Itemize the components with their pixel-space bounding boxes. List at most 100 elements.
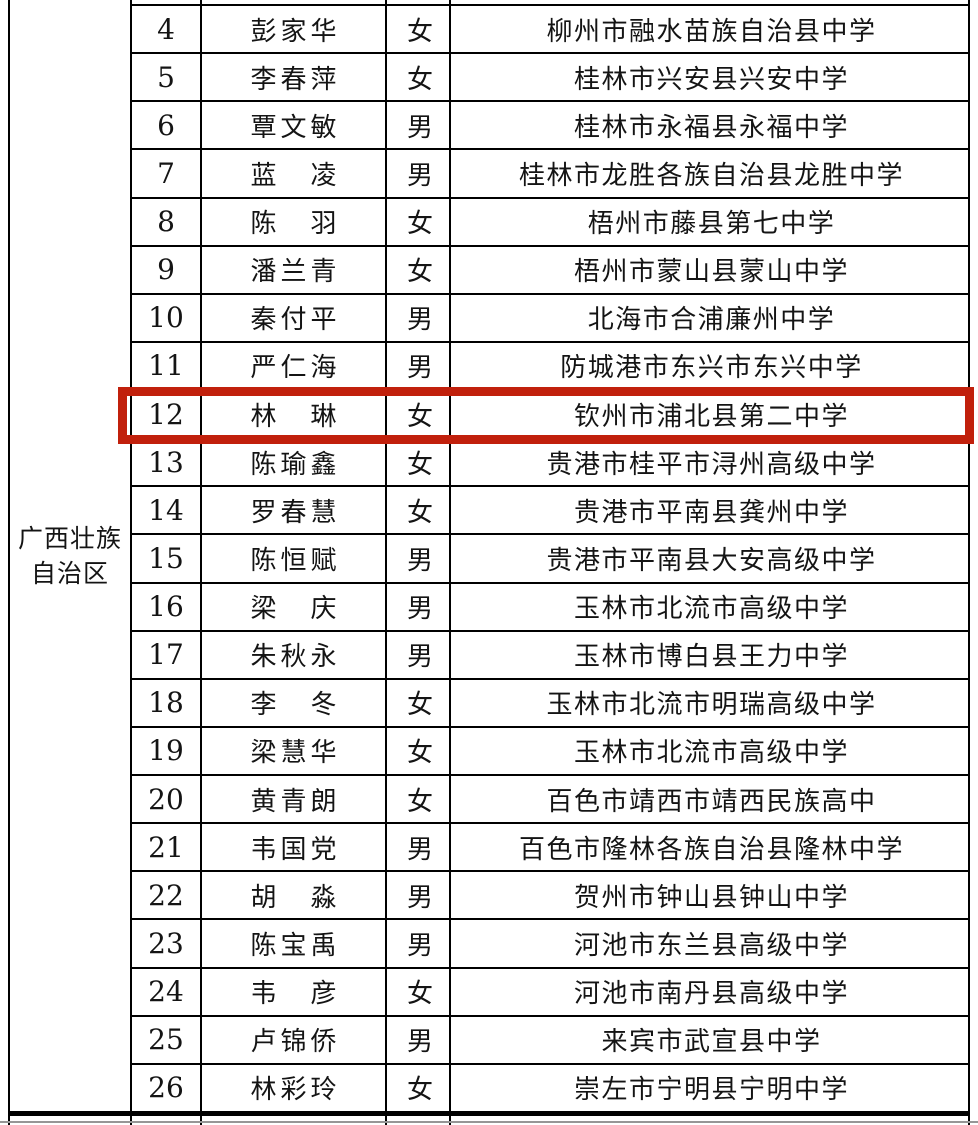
row-number-cell: 23: [132, 920, 202, 967]
gender-cell: 男: [387, 342, 451, 389]
gender-cell: 女: [387, 439, 451, 486]
gender-cell: [387, 0, 451, 4]
school-cell: 来宾市武宣县中学: [451, 1016, 970, 1063]
row-number-cell: 14: [132, 487, 202, 534]
school-cell: 玉林市北流市高级中学: [451, 727, 970, 774]
row-number-cell: 19: [132, 727, 202, 774]
table-row: 26 林彩玲 女 崇左市宁明县宁明中学: [132, 1064, 970, 1111]
row-number-cell: 9: [132, 246, 202, 293]
table-row: 5 李春萍 女 桂林市兴安县兴安中学: [132, 54, 970, 103]
table-row: 23 陈宝禹 男 河池市东兰县高级中学: [132, 920, 970, 969]
table-row: 25 卢锦侨 男 来宾市武宣县中学: [132, 1016, 970, 1065]
table-row: 8 陈 羽 女 梧州市藤县第七中学: [132, 198, 970, 247]
previous-row-sliver: [132, 0, 970, 6]
school-cell: 钦州市浦北县第二中学: [451, 391, 970, 438]
row-number-cell: 6: [132, 102, 202, 149]
name-cell: 李 冬: [202, 679, 387, 726]
section-divider: [8, 1111, 970, 1116]
gender-cell: 男: [387, 631, 451, 678]
school-cell: 贵港市平南县龚州中学: [451, 487, 970, 534]
name-cell: 卢锦侨: [202, 1016, 387, 1063]
gender-cell: 女: [387, 6, 451, 53]
school-cell: 河池市东兰县高级中学: [451, 920, 970, 967]
gender-cell: 男: [387, 872, 451, 919]
table-row: 12 林 琳 女 钦州市浦北县第二中学: [132, 391, 970, 440]
school-cell: 北海市合浦廉州中学: [451, 294, 970, 341]
name-cell: 李春萍: [202, 54, 387, 101]
row-number-cell: 22: [132, 872, 202, 919]
gender-cell: [387, 1116, 451, 1125]
name-cell: 梁 庆: [202, 583, 387, 630]
name-cell: 罗春慧: [202, 487, 387, 534]
table-row: 13 陈瑜鑫 女 贵港市桂平市浔州高级中学: [132, 439, 970, 488]
gender-cell: 女: [387, 968, 451, 1015]
table-main-columns: 4 彭家华 女 柳州市融水苗族自治县中学 5 李春萍 女 桂林市兴安县兴安中学 …: [132, 0, 970, 1111]
school-cell: [451, 0, 970, 4]
row-number-cell: 24: [132, 968, 202, 1015]
name-cell: 秦付平: [202, 294, 387, 341]
school-cell: 河池市南丹县高级中学: [451, 968, 970, 1015]
school-cell: 崇左市宁明县宁明中学: [451, 1064, 970, 1111]
table-row: 9 潘兰青 女 梧州市蒙山县蒙山中学: [132, 246, 970, 295]
gender-cell: 男: [387, 824, 451, 871]
gender-cell: 女: [387, 391, 451, 438]
school-cell: 贵港市平南县大安高级中学: [451, 535, 970, 582]
name-cell: 林彩玲: [202, 1064, 387, 1111]
name-cell: 彭家华: [202, 6, 387, 53]
gender-cell: 男: [387, 1016, 451, 1063]
table-row: 6 覃文敏 男 桂林市永福县永福中学: [132, 102, 970, 151]
name-cell: 蓝 凌: [202, 150, 387, 197]
school-cell: [451, 1116, 970, 1125]
table-row: 20 黄青朗 女 百色市靖西市靖西民族高中: [132, 776, 970, 825]
row-number-cell: 11: [132, 342, 202, 389]
row-number-cell: [132, 0, 202, 4]
row-number-cell: 20: [132, 776, 202, 823]
gender-cell: 男: [387, 294, 451, 341]
table-row: 21 韦国党 男 百色市隆林各族自治县隆林中学: [132, 824, 970, 873]
name-cell: 陈恒赋: [202, 535, 387, 582]
gender-cell: 男: [387, 583, 451, 630]
name-cell: [202, 1116, 387, 1125]
table-row: 15 陈恒赋 男 贵港市平南县大安高级中学: [132, 535, 970, 584]
name-cell: 覃文敏: [202, 102, 387, 149]
school-cell: 玉林市博白县王力中学: [451, 631, 970, 678]
gender-cell: 男: [387, 920, 451, 967]
name-cell: 陈瑜鑫: [202, 439, 387, 486]
page-cut-line: [0, 1121, 978, 1123]
table-row: 17 朱秋永 男 玉林市博白县王力中学: [132, 631, 970, 680]
name-cell: 胡 淼: [202, 872, 387, 919]
row-number-cell: 15: [132, 535, 202, 582]
table-row: 7 蓝 凌 男 桂林市龙胜各族自治县龙胜中学: [132, 150, 970, 199]
school-cell: 梧州市藤县第七中学: [451, 198, 970, 245]
school-cell: 贺州市钟山县钟山中学: [451, 872, 970, 919]
table-row: 18 李 冬 女 玉林市北流市明瑞高级中学: [132, 679, 970, 728]
school-cell: 桂林市兴安县兴安中学: [451, 54, 970, 101]
gender-cell: 女: [387, 198, 451, 245]
school-cell: 玉林市北流市高级中学: [451, 583, 970, 630]
gender-cell: 女: [387, 487, 451, 534]
name-cell: 韦 彦: [202, 968, 387, 1015]
table-row: 11 严仁海 男 防城港市东兴市东兴中学: [132, 342, 970, 391]
row-number-cell: 25: [132, 1016, 202, 1063]
name-cell: [202, 0, 387, 4]
row-number-cell: 8: [132, 198, 202, 245]
gender-cell: 女: [387, 246, 451, 293]
region-label: 广西壮族自治区: [18, 523, 123, 588]
school-cell: 贵港市桂平市浔州高级中学: [451, 439, 970, 486]
school-cell: 防城港市东兴市东兴中学: [451, 342, 970, 389]
name-cell: 韦国党: [202, 824, 387, 871]
gender-cell: 女: [387, 1064, 451, 1111]
row-number-cell: 12: [132, 391, 202, 438]
school-cell: 柳州市融水苗族自治县中学: [451, 6, 970, 53]
gender-cell: 女: [387, 54, 451, 101]
row-number-cell: 10: [132, 294, 202, 341]
school-cell: 百色市靖西市靖西民族高中: [451, 776, 970, 823]
name-cell: 林 琳: [202, 391, 387, 438]
name-cell: 梁慧华: [202, 727, 387, 774]
gender-cell: 女: [387, 679, 451, 726]
row-number-cell: 18: [132, 679, 202, 726]
table-row: 14 罗春慧 女 贵港市平南县龚州中学: [132, 487, 970, 536]
row-number-cell: 7: [132, 150, 202, 197]
